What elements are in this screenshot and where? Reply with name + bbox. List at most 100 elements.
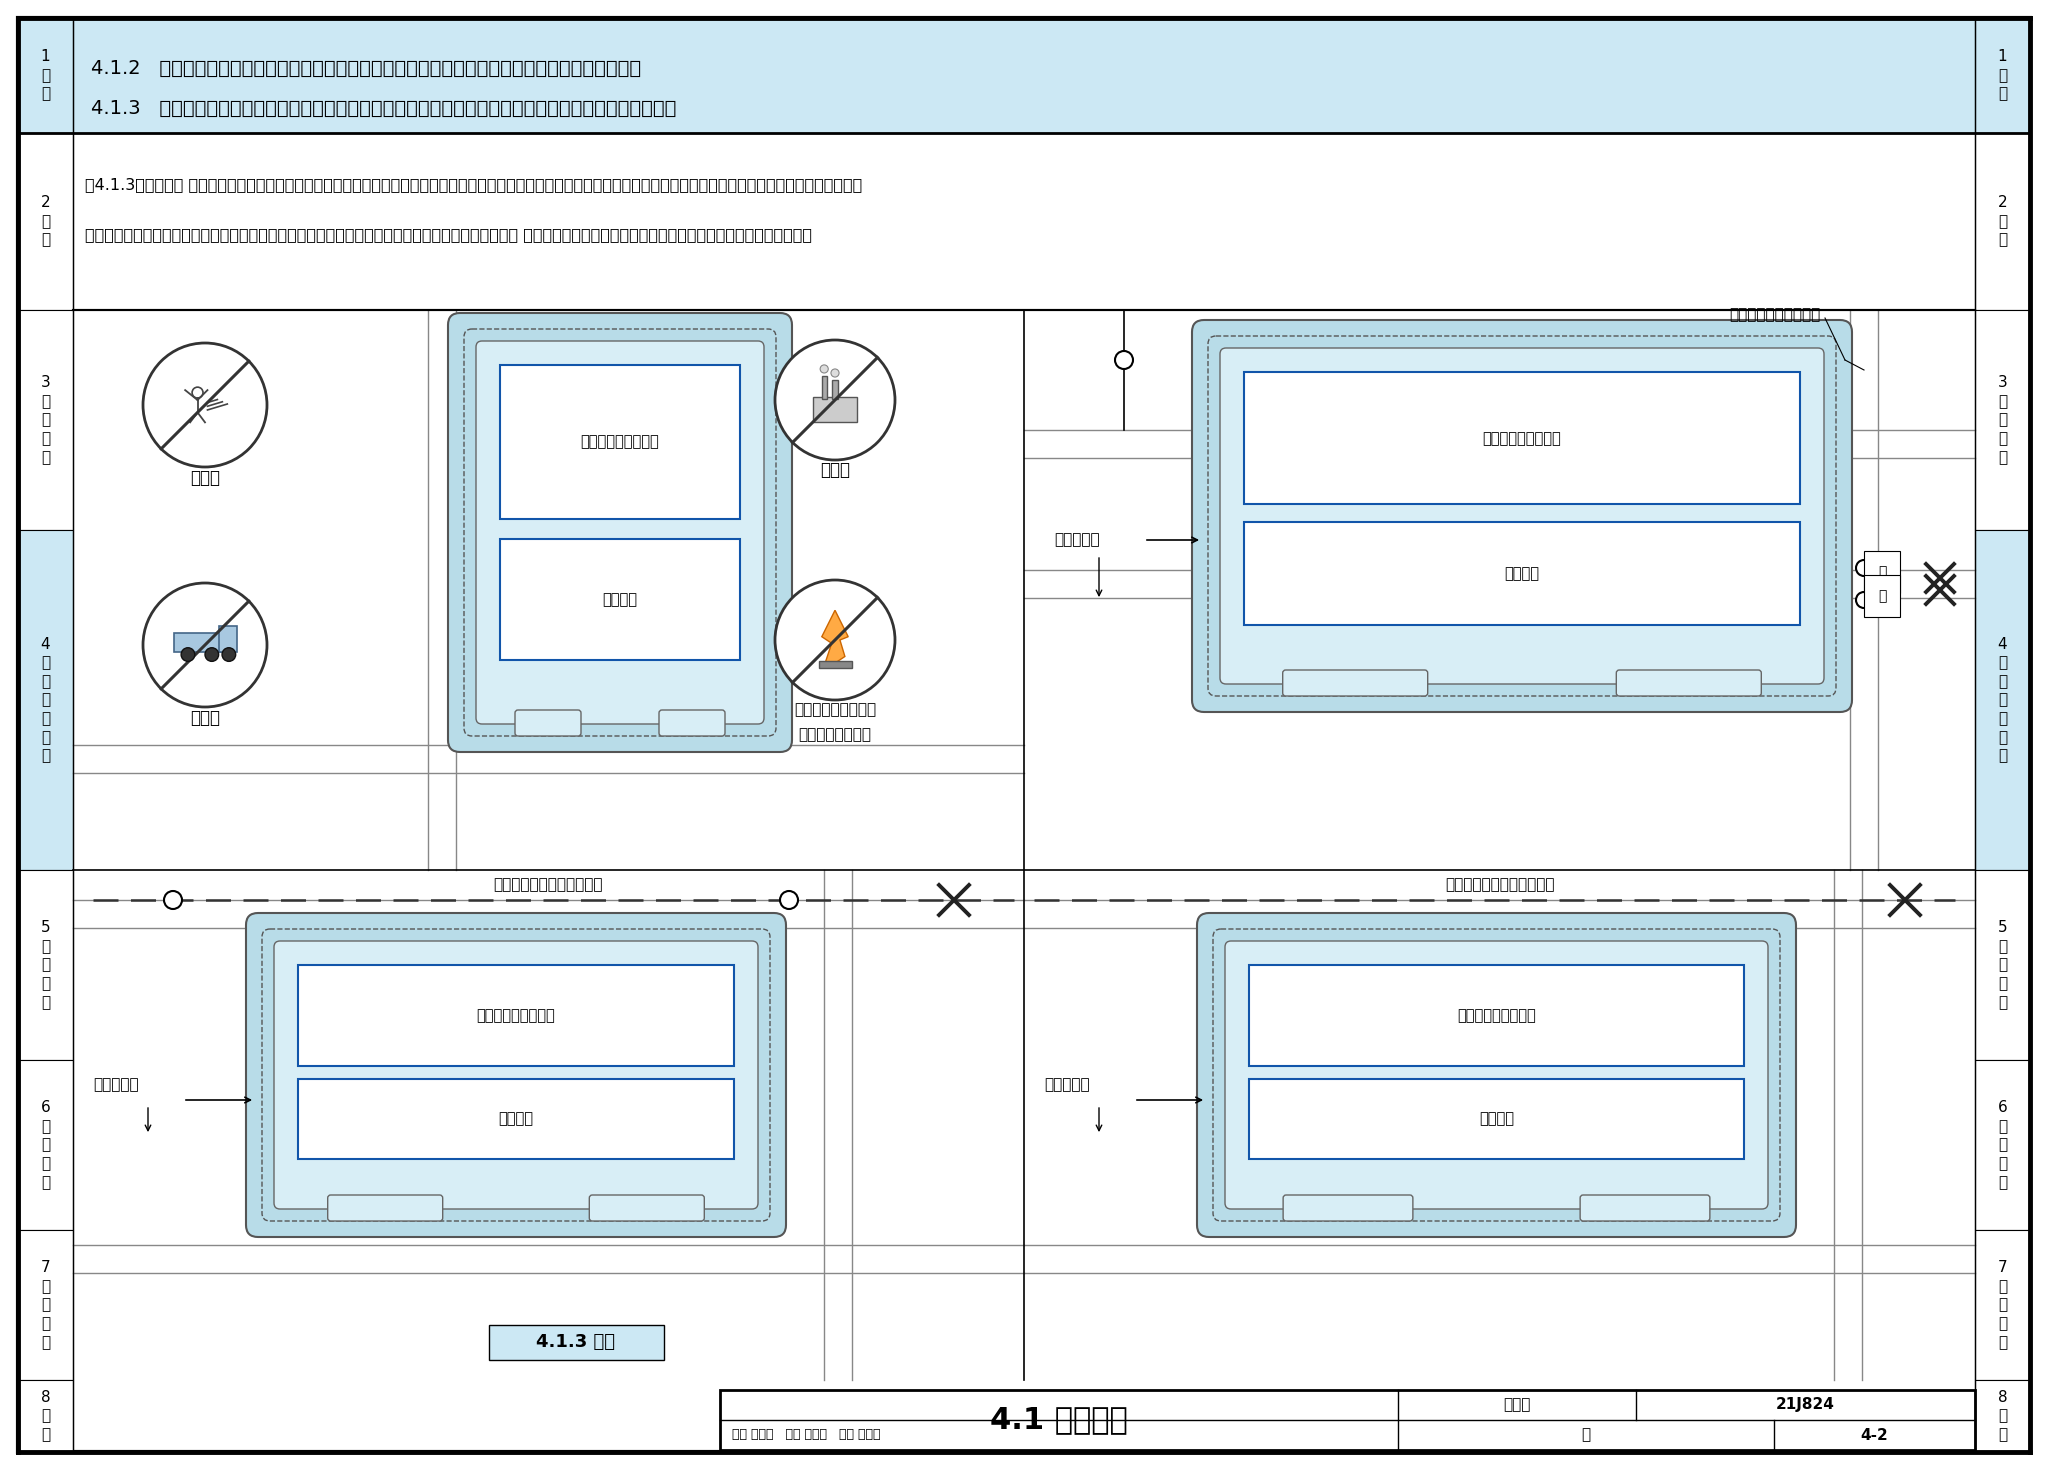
Bar [18,1060,74,1230]
Bar [1974,132,2030,310]
Text: 按规划要求: 按规划要求 [92,1078,139,1092]
Text: 2
术
语: 2 术 语 [1997,196,2007,247]
Text: 1
总
则: 1 总 则 [1997,50,2007,101]
Bar [1243,522,1800,625]
Text: 老年人照料设施建筑: 老年人照料设施建筑 [1456,1008,1536,1023]
Circle shape [774,581,895,700]
FancyBboxPatch shape [465,329,776,736]
Bar [174,634,221,651]
Circle shape [1114,351,1133,369]
Bar [74,132,1974,310]
Bar [489,1324,664,1360]
FancyBboxPatch shape [274,941,758,1208]
Text: 生产、储运的区域: 生产、储运的区域 [799,728,872,742]
Text: 3
基
本
规
定: 3 基 本 规 定 [41,375,51,465]
Bar [18,132,74,310]
Circle shape [205,648,219,662]
Circle shape [143,343,266,467]
Bar [1243,372,1800,504]
Circle shape [780,891,799,908]
Bar [1249,1079,1745,1158]
Bar [18,1230,74,1380]
Text: 易燃、易爆、危险品: 易燃、易爆、危险品 [795,703,877,717]
Text: 2
术
语: 2 术 语 [41,196,51,247]
Text: 地: 地 [1878,589,1886,603]
Text: 审核 李弘玉   校对 卫大可   设计 闫玉棠: 审核 李弘玉 校对 卫大可 设计 闫玉棠 [731,1429,881,1442]
FancyBboxPatch shape [1225,941,1767,1208]
Text: 5
建
筑
设
计: 5 建 筑 设 计 [1997,920,2007,1010]
Bar [1974,531,2030,870]
Circle shape [819,365,827,373]
Bar [1974,1380,2030,1452]
Bar [219,626,238,651]
Text: 页: 页 [1581,1427,1591,1442]
Text: 老年人照料设施建筑: 老年人照料设施建筑 [582,435,659,450]
FancyBboxPatch shape [328,1195,442,1222]
Bar [18,18,74,132]
Text: 5
建
筑
设
计: 5 建 筑 设 计 [41,920,51,1010]
Text: 4.1.3   老年人照料设施建筑基地应远离污染源、噪声源及易燃、易爆、危险品生产、储运的区域。【图示】: 4.1.3 老年人照料设施建筑基地应远离污染源、噪声源及易燃、易爆、危险品生产、… [90,98,676,118]
FancyBboxPatch shape [1581,1195,1710,1222]
Text: 保证空气质量和环境安静。建筑基地应远离易燃、易爆、危险品生产、储运的区域，不应有高压电线、 燃气、输油管道主干管道等穿越，避免发生事故时危及老年人安全。: 保证空气质量和环境安静。建筑基地应远离易燃、易爆、危险品生产、储运的区域，不应有… [86,228,811,243]
FancyBboxPatch shape [1208,337,1835,695]
Text: 8
附
录: 8 附 录 [41,1391,51,1442]
Bar [18,870,74,1060]
FancyBboxPatch shape [659,710,725,736]
Circle shape [831,369,840,376]
Bar [1974,870,2030,1060]
Circle shape [1855,560,1872,576]
Bar [1249,964,1745,1066]
Text: 活动场地: 活动场地 [1505,566,1540,581]
Text: 4
基
地
与
总
平
面: 4 基 地 与 总 平 面 [1997,637,2007,763]
Bar [299,1079,733,1158]
Bar [1974,310,2030,531]
Text: 按规划要求: 按规划要求 [1044,1078,1090,1092]
Text: 空: 空 [1878,564,1886,579]
FancyBboxPatch shape [246,913,786,1236]
FancyBboxPatch shape [1212,929,1780,1222]
Text: 老年人照料设施建筑: 老年人照料设施建筑 [1483,431,1561,445]
Bar [1974,1230,2030,1380]
Bar [813,397,856,422]
Text: 3
基
本
规
定: 3 基 本 规 定 [1997,375,2007,465]
Text: 4.1.3 图示: 4.1.3 图示 [537,1333,614,1351]
Bar [18,531,74,870]
FancyBboxPatch shape [1221,348,1825,684]
Text: 噪声源: 噪声源 [190,469,219,487]
Text: 4.1 基地选址: 4.1 基地选址 [989,1405,1128,1435]
FancyBboxPatch shape [1192,320,1851,711]
Bar [299,964,733,1066]
Text: 危险品: 危险品 [190,709,219,728]
Text: 7
建
筑
设
备: 7 建 筑 设 备 [41,1260,51,1349]
Text: 4.1.2   老年人照料设施建筑基地应选择在交通方便、基础设施完善、公共服务设施使用方便的地段。: 4.1.2 老年人照料设施建筑基地应选择在交通方便、基础设施完善、公共服务设施使… [90,59,641,78]
Text: 按规划要求: 按规划要求 [1055,532,1100,547]
Circle shape [180,648,195,662]
FancyBboxPatch shape [514,710,582,736]
Bar [18,18,2030,132]
Text: 7
建
筑
设
备: 7 建 筑 设 备 [1997,1260,2007,1349]
Bar [500,365,739,519]
Text: 1
总
则: 1 总 则 [41,50,51,101]
Circle shape [1855,592,1872,609]
Text: 〖4.1.3条文说明〗 考虑老年人对空气质量、环境噪声等周边生活环境敏感度较强，且耗受力较弱，相比较其他建筑和设施，老年人照料设施建筑基地更应该远离污染源、噪声: 〖4.1.3条文说明〗 考虑老年人对空气质量、环境噪声等周边生活环境敏感度较强，… [86,178,862,193]
Circle shape [143,584,266,707]
Text: 活动场地: 活动场地 [498,1111,532,1126]
Bar [18,1380,74,1452]
Text: 8
附
录: 8 附 录 [1997,1391,2007,1442]
Text: 燃气管道干管不应穿越用地: 燃气管道干管不应穿越用地 [494,878,604,892]
Text: 图集号: 图集号 [1503,1398,1530,1413]
Bar [1974,18,2030,132]
Text: 活动场地: 活动场地 [1479,1111,1513,1126]
FancyBboxPatch shape [449,313,793,753]
Bar [831,379,838,398]
FancyBboxPatch shape [1282,670,1427,695]
Text: 高压电线不应穿越用地: 高压电线不应穿越用地 [1729,307,1821,322]
Text: 输油管道干管不应穿越用地: 输油管道干管不应穿越用地 [1444,878,1554,892]
Bar [821,376,827,398]
Text: 4-2: 4-2 [1862,1427,1888,1442]
Circle shape [774,340,895,460]
Text: 4
基
地
与
总
平
面: 4 基 地 与 总 平 面 [41,637,51,763]
Circle shape [221,648,236,662]
Bar [18,310,74,531]
Text: 6
专
门
要
求: 6 专 门 要 求 [1997,1101,2007,1189]
